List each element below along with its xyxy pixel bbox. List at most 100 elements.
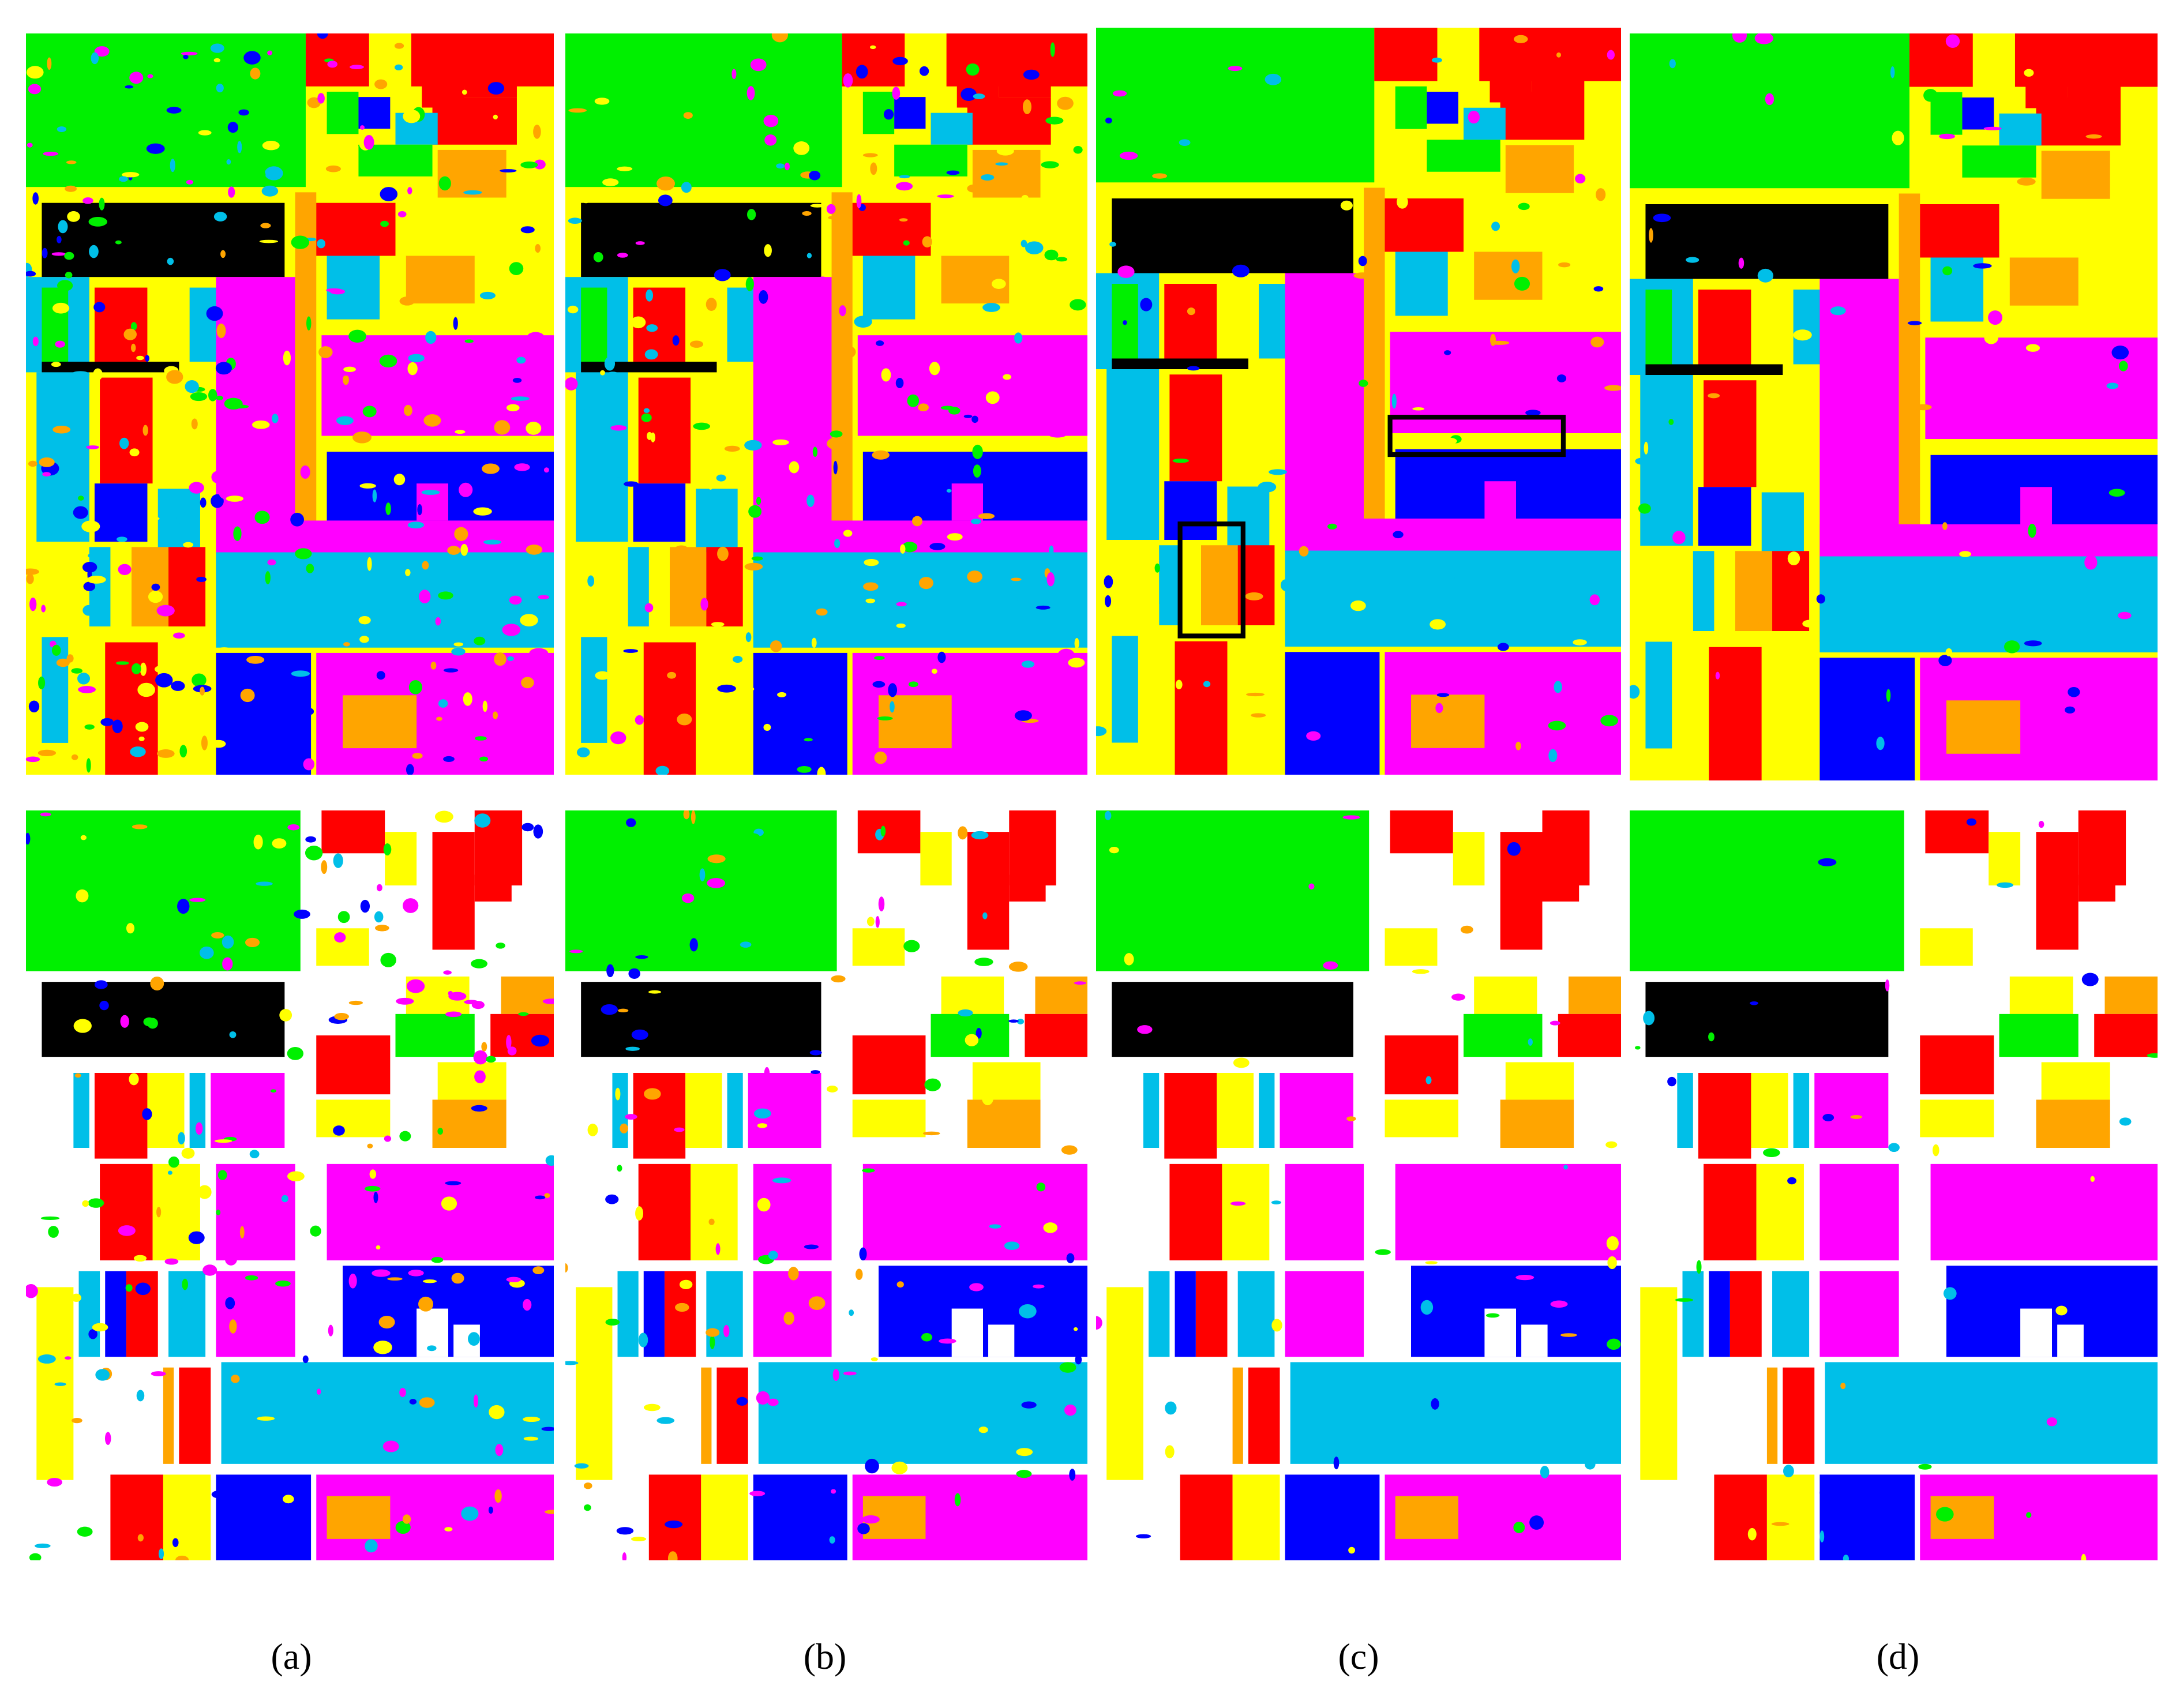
noise-speckle [474, 736, 487, 741]
noise-speckle [227, 122, 239, 133]
noise-speckle [216, 323, 226, 339]
noise-speckle [672, 335, 680, 346]
noise-speckle [2118, 361, 2128, 371]
noise-speckle [408, 354, 425, 362]
noise-speckle [859, 1247, 867, 1261]
noise-speckle [617, 166, 633, 171]
noise-speckle [118, 1225, 136, 1236]
noise-speckle [646, 289, 654, 302]
noise-speckle [464, 1000, 479, 1004]
noise-speckle [892, 87, 901, 100]
noise-speckle [28, 84, 42, 95]
noise-speckle [1696, 1260, 1702, 1274]
noise-speckle [134, 557, 151, 572]
noise-speckle [2119, 1117, 2132, 1126]
noise-speckle [839, 305, 846, 317]
region-blue_class [1175, 1271, 1196, 1357]
noise-speckle [120, 1015, 129, 1028]
noise-speckle [967, 570, 982, 583]
region-red_class [2078, 874, 2115, 902]
noise-speckle [39, 587, 48, 597]
noise-speckle [626, 818, 636, 827]
noise-speckle [834, 539, 841, 549]
noise-speckle [306, 564, 314, 573]
noise-speckle [188, 1231, 205, 1244]
noise-speckle [1843, 1555, 1849, 1560]
noise-speckle [265, 571, 271, 585]
noise-speckle [1228, 66, 1243, 72]
noise-speckle [500, 169, 517, 172]
noise-speckle [42, 472, 51, 476]
region-yellow_class [1920, 928, 1973, 966]
region-cyan_class [1227, 486, 1270, 551]
region-asphalt [1645, 982, 1889, 1057]
noise-speckle [29, 597, 37, 611]
noise-speckle [929, 362, 940, 376]
noise-speckle [1232, 264, 1250, 277]
noise-speckle [2024, 640, 2042, 647]
noise-speckle [48, 1226, 59, 1238]
noise-speckle [373, 1192, 378, 1203]
noise-speckle [862, 1168, 875, 1173]
noise-speckle [992, 279, 1006, 289]
noise-speckle [1939, 133, 1956, 140]
region-yellow_class [163, 1474, 211, 1560]
noise-speckle [594, 97, 610, 105]
noise-speckle [84, 724, 95, 730]
noise-speckle [1058, 1297, 1067, 1306]
noise-speckle [1630, 685, 1640, 699]
noise-speckle [896, 1281, 904, 1288]
noise-speckle [183, 54, 189, 59]
region-yellow_class [1232, 1474, 1280, 1560]
noise-speckle [119, 437, 129, 449]
noise-speckle [614, 599, 622, 609]
noise-speckle [673, 545, 690, 557]
noise-speckle [333, 1125, 345, 1136]
caption-b: (b) [803, 1636, 847, 1677]
noise-speckle [1353, 272, 1371, 279]
noise-speckle [88, 1329, 97, 1339]
noise-speckle [946, 170, 960, 175]
noise-speckle [584, 407, 592, 418]
region-red_class [1180, 1474, 1233, 1560]
noise-speckle [903, 940, 920, 952]
noise-speckle [213, 58, 220, 63]
noise-speckle [521, 677, 534, 689]
unlabeled-cutout [2020, 1308, 2052, 1357]
noise-speckle [256, 384, 268, 398]
region-cyan_class [758, 1362, 1087, 1464]
noise-speckle [587, 575, 595, 587]
noise-speckle [253, 834, 263, 850]
region-yellow_class [905, 33, 947, 97]
noise-speckle [117, 536, 127, 542]
noise-speckle [799, 129, 805, 134]
noise-speckle [520, 614, 538, 626]
noise-speckle [966, 63, 980, 76]
noise-speckle [511, 396, 530, 401]
noise-speckle [211, 1491, 226, 1499]
noise-speckle [1340, 200, 1353, 211]
noise-speckle [740, 941, 752, 948]
noise-speckle [2055, 1305, 2068, 1316]
noise-speckle [384, 1135, 392, 1142]
noise-speckle [2085, 134, 2102, 139]
noise-speckle [399, 296, 415, 306]
noise-speckle [47, 1478, 62, 1487]
noise-speckle [1242, 1504, 1261, 1517]
noise-speckle [1044, 249, 1059, 261]
noise-speckle [213, 212, 227, 222]
noise-speckle [197, 1185, 212, 1199]
region-cyan_class [581, 637, 607, 743]
noise-speckle [66, 654, 74, 663]
noise-speckle [811, 1070, 820, 1075]
noise-speckle [1589, 594, 1600, 606]
noise-speckle [635, 241, 645, 245]
noise-speckle [376, 884, 382, 892]
noise-speckle [177, 899, 190, 914]
noise-speckle [208, 389, 217, 401]
region-red_class [1714, 1474, 1767, 1560]
noise-speckle [812, 446, 818, 457]
region-red_class [94, 1073, 148, 1159]
region-yellow_class [1751, 290, 1788, 365]
noise-speckle [506, 1035, 512, 1050]
